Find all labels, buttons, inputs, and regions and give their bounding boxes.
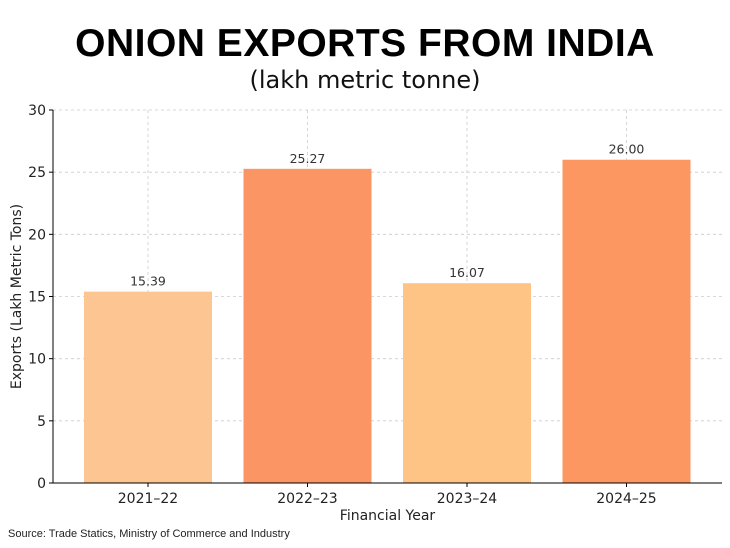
chart-subtitle: (lakh metric tonne)	[249, 66, 481, 94]
y-tick-label: 30	[28, 103, 46, 119]
y-tick-label: 20	[28, 227, 46, 243]
x-tick-label: 2024–25	[596, 491, 656, 507]
chart-title: ONION EXPORTS FROM INDIA	[75, 22, 655, 65]
y-tick-label: 10	[28, 352, 46, 368]
bar	[84, 291, 212, 483]
bar	[403, 283, 531, 483]
bar	[243, 168, 372, 483]
y-axis-label: Exports (Lakh Metric Tons)	[9, 204, 25, 389]
data-label: 25.27	[290, 151, 326, 166]
x-tick-label: 2023–24	[437, 491, 498, 507]
data-label: 16.07	[449, 265, 485, 280]
y-tick-label: 0	[37, 476, 46, 492]
y-tick-label: 5	[37, 414, 46, 430]
x-axis-label: Financial Year	[340, 508, 436, 524]
bar	[562, 159, 691, 483]
y-tick-label: 25	[28, 165, 46, 181]
data-label: 26.00	[609, 142, 645, 157]
source-note: Source: Trade Statics, Ministry of Comme…	[8, 528, 290, 540]
x-tick-label: 2022–23	[277, 491, 337, 507]
x-tick-label: 2021–22	[118, 491, 178, 507]
data-label: 15.39	[130, 274, 166, 289]
y-tick-label: 15	[28, 290, 46, 306]
